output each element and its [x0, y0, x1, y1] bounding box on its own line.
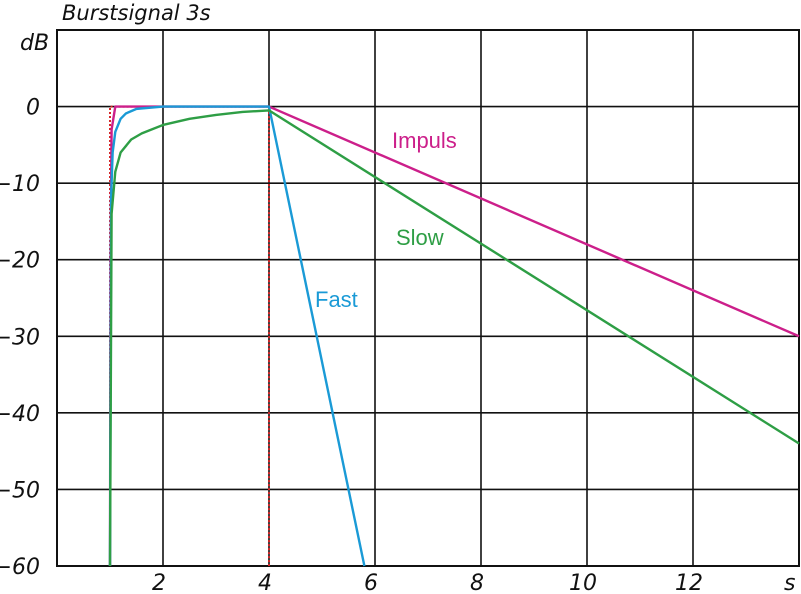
x-tick-label: 10 — [569, 571, 597, 594]
x-tick-label: 6 — [364, 571, 378, 594]
y-tick-label: −60 — [0, 555, 40, 580]
chart-title: Burstsignal 3s — [62, 1, 211, 25]
x-tick-label: 8 — [470, 571, 484, 594]
x-tick-label: 2 — [152, 571, 166, 594]
x-tick-label: 12 — [675, 571, 703, 594]
grid — [56, 29, 800, 567]
x-tick-labels: 2 4 6 8 10 12 — [152, 571, 703, 594]
slow-label: Slow — [396, 225, 444, 250]
y-tick-labels: 0 −10 −20 −30 −40 −50 −60 — [0, 96, 40, 580]
series-lines — [108, 105, 800, 567]
plot-frame — [56, 29, 800, 567]
y-tick-label: −50 — [0, 478, 40, 503]
y-tick-label: 0 — [26, 96, 40, 121]
series-line-slow — [108, 109, 800, 567]
x-axis-label: s — [784, 571, 795, 594]
y-axis-label: dB — [20, 31, 49, 56]
y-tick-label: −20 — [0, 249, 40, 274]
y-tick-label: −40 — [0, 402, 40, 427]
y-tick-label: −30 — [0, 325, 40, 350]
x-tick-label: 4 — [258, 571, 272, 594]
fast-label: Fast — [315, 287, 358, 312]
y-tick-label: −10 — [0, 172, 40, 197]
impuls-label: Impuls — [392, 128, 457, 153]
series-line-fast — [108, 105, 366, 567]
